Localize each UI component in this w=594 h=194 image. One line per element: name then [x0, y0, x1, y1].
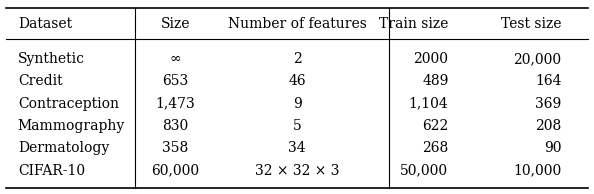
- Text: 46: 46: [288, 74, 306, 88]
- Text: 369: 369: [535, 97, 561, 111]
- Text: 164: 164: [535, 74, 561, 88]
- Text: 50,000: 50,000: [400, 164, 448, 178]
- Text: Number of features: Number of features: [228, 17, 366, 31]
- Text: Dermatology: Dermatology: [18, 141, 109, 155]
- Text: Dataset: Dataset: [18, 17, 72, 31]
- Text: 34: 34: [288, 141, 306, 155]
- Text: 32 × 32 × 3: 32 × 32 × 3: [255, 164, 339, 178]
- Text: 90: 90: [544, 141, 561, 155]
- Text: 1,473: 1,473: [156, 97, 195, 111]
- Text: 9: 9: [293, 97, 301, 111]
- Text: Synthetic: Synthetic: [18, 52, 85, 66]
- Text: Contraception: Contraception: [18, 97, 119, 111]
- Text: 2: 2: [293, 52, 301, 66]
- Text: 208: 208: [535, 119, 561, 133]
- Text: 653: 653: [162, 74, 188, 88]
- Text: Mammography: Mammography: [18, 119, 125, 133]
- Text: Credit: Credit: [18, 74, 62, 88]
- Text: 2000: 2000: [413, 52, 448, 66]
- Text: Train size: Train size: [379, 17, 448, 31]
- Text: 358: 358: [162, 141, 188, 155]
- Text: 1,104: 1,104: [409, 97, 448, 111]
- Text: 60,000: 60,000: [151, 164, 200, 178]
- Text: CIFAR-10: CIFAR-10: [18, 164, 85, 178]
- Text: Test size: Test size: [501, 17, 561, 31]
- Text: 20,000: 20,000: [513, 52, 561, 66]
- Text: 5: 5: [293, 119, 301, 133]
- Text: 622: 622: [422, 119, 448, 133]
- Text: Size: Size: [160, 17, 190, 31]
- Text: 268: 268: [422, 141, 448, 155]
- Text: 489: 489: [422, 74, 448, 88]
- Text: 830: 830: [162, 119, 188, 133]
- Text: 10,000: 10,000: [513, 164, 561, 178]
- Text: ∞: ∞: [169, 52, 181, 66]
